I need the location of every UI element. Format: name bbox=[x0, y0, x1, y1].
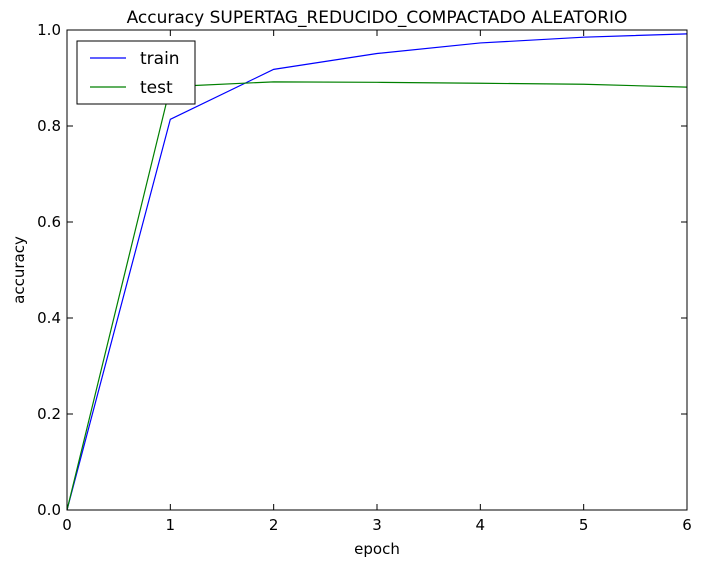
y-tick-label: 0.8 bbox=[37, 117, 61, 135]
legend-box bbox=[76, 40, 196, 105]
y-tick-label: 0.4 bbox=[37, 309, 61, 327]
series-line-test bbox=[66, 81, 688, 511]
series-layer bbox=[66, 33, 688, 511]
x-tick-label: 1 bbox=[166, 516, 176, 534]
y-axis-label: accuracy bbox=[10, 236, 28, 304]
x-tick-label: 3 bbox=[372, 516, 382, 534]
y-tick-label: 0.2 bbox=[37, 405, 61, 423]
series-line-train bbox=[66, 33, 688, 511]
x-axis-label: epoch bbox=[354, 540, 400, 558]
legend-label-test: test bbox=[140, 78, 173, 98]
chart-title: Accuracy SUPERTAG_REDUCIDO_COMPACTADO AL… bbox=[127, 8, 628, 28]
x-tick-label: 5 bbox=[579, 516, 589, 534]
legend: train test bbox=[76, 40, 196, 105]
axis-ticks: 0 1 2 3 4 5 6 0.0 0.2 0.4 0.6 0.8 1.0 bbox=[37, 21, 692, 534]
y-tick-label: 0.6 bbox=[37, 213, 61, 231]
legend-label-train: train bbox=[140, 49, 180, 69]
y-tick-label: 0.0 bbox=[37, 501, 61, 519]
x-tick-label: 4 bbox=[476, 516, 486, 534]
x-tick-label: 6 bbox=[682, 516, 692, 534]
x-tick-label: 0 bbox=[62, 516, 72, 534]
y-tick-label: 1.0 bbox=[37, 21, 61, 39]
x-tick-label: 2 bbox=[269, 516, 279, 534]
